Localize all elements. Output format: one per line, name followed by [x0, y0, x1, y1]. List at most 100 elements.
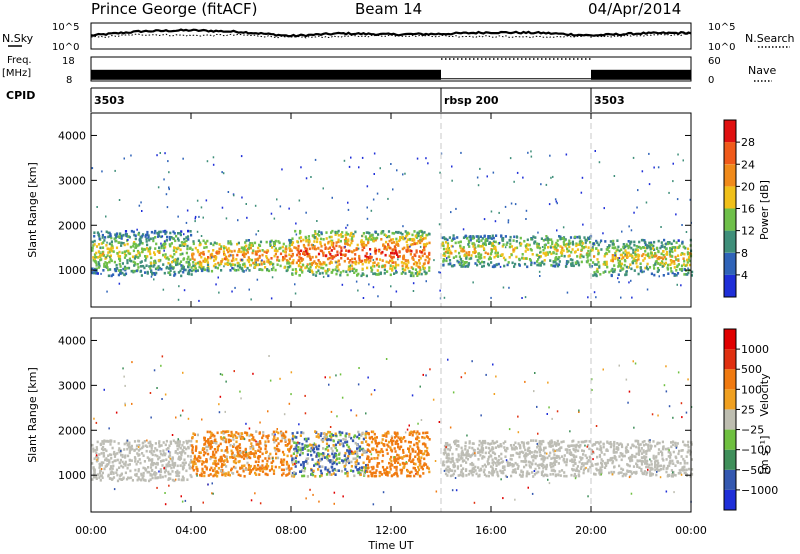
power-echo-cell [324, 269, 327, 273]
power-echo-cell [513, 265, 516, 268]
power-echo-cell [233, 249, 236, 253]
power-echo-cell [105, 244, 108, 247]
power-echo-cell [528, 258, 532, 261]
velocity-echo-cell [394, 432, 397, 436]
velocity-echo-cell [173, 479, 176, 483]
velocity-echo-cell [391, 474, 394, 477]
power-echo-cell [147, 234, 150, 237]
velocity-echo-cell [189, 444, 192, 447]
power-echo-cell [596, 267, 599, 271]
power-echo-cell [110, 259, 113, 263]
velocity-echo-cell [417, 465, 420, 469]
power-echo-cell [182, 157, 184, 160]
velocity-echo-cell [532, 459, 535, 462]
power-echo-cell [459, 246, 462, 250]
power-echo-cell [522, 176, 524, 179]
velocity-echo-cell [275, 439, 278, 442]
power-echo-cell [156, 154, 158, 157]
power-echo-cell [306, 250, 309, 253]
velocity-echo-cell [372, 471, 375, 475]
power-echo-cell [666, 266, 669, 270]
velocity-echo-cell [122, 465, 125, 469]
velocity-echo-cell [237, 452, 240, 456]
velocity-echo-cell [596, 455, 599, 459]
power-echo-cell [115, 234, 118, 238]
velocity-echo-cell [291, 437, 294, 441]
power-echo-cell [164, 242, 167, 246]
power-echo-cell [303, 251, 306, 254]
power-echo-cell [624, 249, 627, 252]
power-echo-cell [449, 262, 452, 265]
velocity-echo-cell [580, 457, 583, 460]
velocity-echo-cell [398, 456, 401, 459]
velocity-echo-cell [348, 452, 351, 456]
velocity-echo-cell [176, 440, 180, 443]
power-echo-cell [245, 203, 247, 205]
velocity-echo-cell [354, 461, 357, 464]
power-echo-cell [446, 245, 449, 249]
velocity-echo-cell [241, 465, 244, 468]
power-echo-cell [169, 269, 172, 272]
power-echo-cell [156, 266, 159, 270]
velocity-echo-cell [593, 443, 597, 446]
power-echo-cell [134, 246, 137, 249]
velocity-echo-cell [265, 435, 268, 438]
power-echo-cell [337, 234, 340, 237]
power-echo-cell [192, 240, 195, 243]
power-echo-cell [680, 253, 683, 256]
velocity-echo-cell [242, 450, 245, 454]
velocity-echo-cell [105, 449, 108, 453]
velocity-echo-cell [414, 455, 417, 458]
velocity-echo-cell [499, 444, 502, 448]
power-echo-cell [168, 171, 170, 174]
velocity-echo-cell [138, 458, 141, 461]
velocity-echo-cell [638, 466, 641, 469]
power-echo-cell [148, 238, 151, 242]
velocity-echo-cell [191, 446, 194, 449]
power-echo-cell [294, 292, 297, 295]
power-echo-cell [508, 245, 511, 249]
velocity-echo-cell [530, 439, 533, 442]
power-echo-cell [335, 244, 338, 248]
power-echo-cell [406, 263, 409, 267]
velocity-echo-cell [186, 441, 189, 444]
velocity-echo-cell [209, 436, 212, 439]
power-echo-cell [483, 234, 486, 238]
power-echo-cell [383, 247, 386, 251]
velocity-echo-cell [320, 452, 323, 456]
power-echo-cell [136, 256, 139, 259]
power-echo-cell [130, 229, 133, 233]
power-echo-cell [370, 233, 374, 237]
power-echo-cell [643, 257, 646, 260]
power-echo-cell [619, 269, 622, 272]
velocity-echo-cell [142, 471, 145, 475]
velocity-echo-cell [541, 464, 544, 468]
power-echo-cell [160, 267, 163, 271]
power-echo-cell [192, 264, 195, 267]
power-echo-cell [139, 265, 142, 268]
velocity-echo-cell [396, 453, 399, 457]
velocity-echo-cell [266, 459, 269, 463]
power-echo-cell [391, 251, 394, 255]
power-echo-cell [618, 261, 621, 265]
power-echo-cell [370, 238, 373, 241]
velocity-echo-cell [510, 474, 513, 478]
power-echo-cell [214, 263, 217, 266]
velocity-echo-cell [288, 440, 291, 444]
velocity-echo-cell [157, 457, 160, 461]
velocity-echo-cell [134, 457, 137, 461]
power-echo-cell [658, 275, 660, 278]
velocity-echo-cell [611, 460, 615, 463]
velocity-echo-cell [223, 440, 226, 443]
power-echo-cell [617, 257, 620, 260]
velocity-echo-cell [146, 445, 149, 448]
velocity-echo-cell [195, 465, 198, 469]
power-echo-cell [622, 267, 625, 270]
power-echo-cell [688, 263, 691, 267]
power-echo-cell [530, 155, 533, 158]
velocity-echo-cell [389, 446, 392, 449]
velocity-echo-cell [203, 447, 206, 451]
power-echo-cell [177, 215, 179, 218]
power-echo-cell [406, 259, 410, 262]
power-echo-cell [295, 270, 298, 274]
